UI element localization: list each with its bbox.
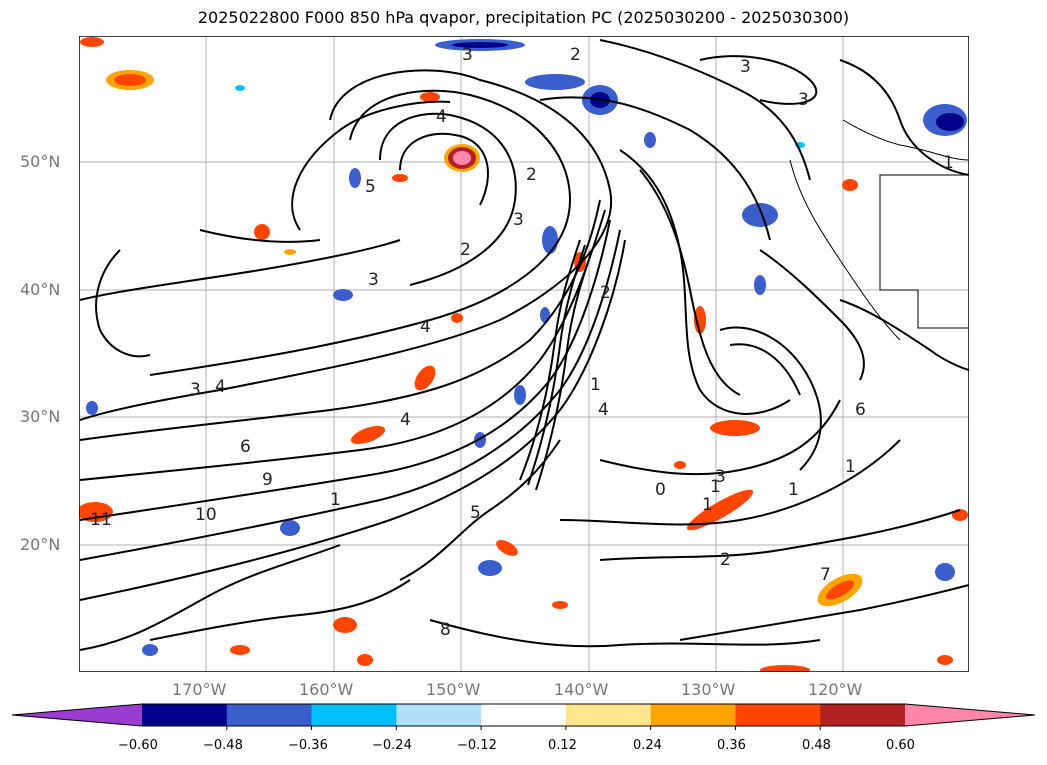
contour-label: 3 <box>462 45 473 65</box>
contour-label: 3 <box>368 270 379 290</box>
cb-tick-2: −0.48 <box>203 738 243 753</box>
lon-label-140w: 140°W <box>554 680 609 699</box>
contour-label: 4 <box>598 400 609 420</box>
contour-label: 4 <box>420 317 431 337</box>
lat-label-50n: 50°N <box>20 152 61 171</box>
precip-positive <box>79 37 968 672</box>
contour-label: 11 <box>90 510 112 530</box>
colorbar-segment <box>311 704 397 726</box>
contour-label: 3 <box>190 380 201 400</box>
contour-label: 2 <box>720 550 731 570</box>
cb-tick-9: 0.48 <box>802 738 831 753</box>
cb-tick-3: −0.36 <box>288 738 328 753</box>
colorbar <box>11 703 1036 730</box>
colorbar-segment <box>481 704 567 726</box>
contour-label: 4 <box>436 107 447 127</box>
colorbar-segment <box>396 704 482 726</box>
coastlines <box>789 119 969 341</box>
contour-label: 3 <box>513 210 524 230</box>
lon-label-120w: 120°W <box>808 680 863 699</box>
contour-label: 10 <box>195 505 217 525</box>
contour-label: 7 <box>820 565 831 585</box>
lon-label-170w: 170°W <box>172 680 227 699</box>
contour-label: 2 <box>600 283 611 303</box>
colorbar-outline <box>11 703 1036 727</box>
colorbar-extend-high <box>905 704 1035 726</box>
contour-label: 3 <box>740 57 751 77</box>
lon-label-160w: 160°W <box>299 680 354 699</box>
precip-negative <box>86 39 967 656</box>
contour-label: 6 <box>855 400 866 420</box>
contour-label: 3 <box>798 90 809 110</box>
contour-label: 8 <box>440 620 451 640</box>
contour-label: 5 <box>470 503 481 523</box>
contour-label: 6 <box>240 437 251 457</box>
contour-label: 5 <box>365 177 376 197</box>
cb-tick-7: 0.24 <box>633 738 662 753</box>
map-panel <box>79 36 969 672</box>
contour-label: 1 <box>330 490 341 510</box>
cb-tick-4: −0.24 <box>372 738 412 753</box>
contour-label: 4 <box>400 410 411 430</box>
lat-label-20n: 20°N <box>20 535 61 554</box>
qvapor-contours <box>79 39 969 651</box>
contour-label: 0 <box>655 480 666 500</box>
colorbar-segment <box>226 704 313 726</box>
map-title: 2025022800 F000 850 hPa qvapor, precipit… <box>197 8 850 27</box>
lat-label-40n: 40°N <box>20 280 61 299</box>
contour-label: 9 <box>262 470 273 490</box>
contour-label: 1 <box>845 457 856 477</box>
contour-label: 2 <box>526 165 537 185</box>
cb-tick-8: 0.36 <box>717 738 746 753</box>
contour-label: 1 <box>702 495 713 515</box>
contour-label: 2 <box>570 45 581 65</box>
colorbar-segment <box>565 704 652 726</box>
contour-label: 3 <box>715 467 726 487</box>
cb-tick-5: −0.12 <box>457 738 497 753</box>
lon-label-150w: 150°W <box>426 680 481 699</box>
contour-label: 1 <box>590 375 601 395</box>
lon-label-130w: 130°W <box>681 680 736 699</box>
colorbar-segment <box>735 704 821 726</box>
contour-label: 1 <box>710 477 721 497</box>
cb-tick-10: 0.60 <box>886 738 915 753</box>
cb-tick-6: 0.12 <box>548 738 577 753</box>
colorbar-segment <box>142 704 228 726</box>
contour-label: 1 <box>788 480 799 500</box>
lat-label-30n: 30°N <box>20 407 61 426</box>
colorbar-segment <box>650 704 736 726</box>
cb-tick-1: −0.60 <box>118 738 158 753</box>
colorbar-segment <box>820 704 906 726</box>
contour-label: 1 <box>943 153 954 173</box>
colorbar-extend-low <box>12 704 142 726</box>
contour-label: 2 <box>460 240 471 260</box>
contour-label: 4 <box>215 377 226 397</box>
